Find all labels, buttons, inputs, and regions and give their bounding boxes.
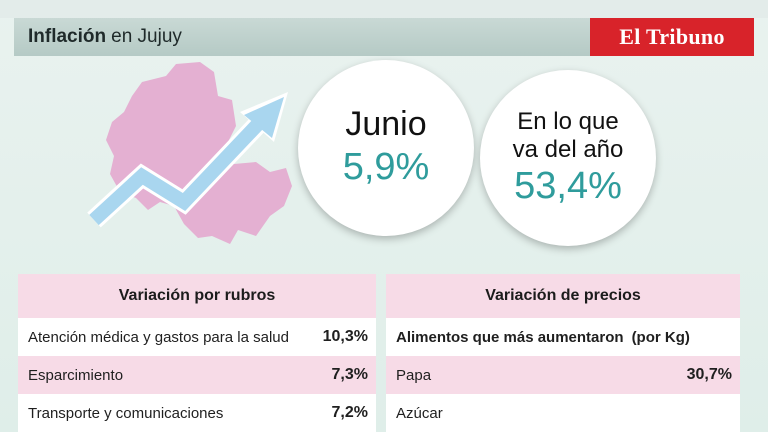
rubro-value: 7,3% — [331, 366, 368, 383]
precios-subheading-label: Alimentos que más aumentaron — [396, 328, 624, 346]
rubros-row: Atención médica y gastos para la salud 1… — [18, 318, 376, 356]
rubro-label: Transporte y comunicaciones — [28, 404, 224, 422]
rubros-row: Esparcimiento 7,3% — [18, 356, 376, 394]
rubro-label: Atención médica y gastos para la salud — [28, 328, 289, 346]
precios-title: Variación de precios — [386, 274, 740, 318]
ytd-label-line2: va del año — [512, 135, 624, 163]
rubro-value: 10,3% — [322, 328, 368, 345]
trend-up-arrow-icon — [87, 92, 288, 228]
rubro-label: Esparcimiento — [28, 366, 124, 384]
brand-logo: El Tribuno — [590, 18, 754, 56]
june-label: Junio — [345, 104, 427, 143]
jujuy-map-graphic — [87, 62, 292, 244]
precios-row: Papa 30,7% — [386, 356, 740, 394]
top-strip — [0, 0, 768, 18]
precio-label: Azúcar — [396, 404, 443, 422]
rubros-title: Variación por rubros — [18, 274, 376, 318]
june-inflation-circle: Junio 5,9% — [298, 60, 474, 236]
rubros-panel: Variación por rubros Atención médica y g… — [18, 274, 376, 432]
precios-subheading-unit: (por Kg) — [631, 328, 690, 346]
header-bar: Inflación en Jujuy — [14, 18, 590, 56]
precio-value: 30,7% — [686, 366, 732, 383]
precios-subheading: Alimentos que más aumentaron (por Kg) — [386, 318, 740, 356]
jujuy-province-map — [106, 62, 292, 244]
june-value: 5,9% — [342, 146, 430, 189]
rubro-value: 7,2% — [331, 404, 368, 421]
ytd-value: 53,4% — [514, 165, 622, 208]
title-bold: Inflación — [28, 26, 107, 47]
year-to-date-circle: En lo que va del año 53,4% — [480, 70, 656, 246]
rubros-row: Transporte y comunicaciones 7,2% — [18, 394, 376, 432]
precios-row: Azúcar — [386, 394, 740, 432]
precios-panel: Variación de precios Alimentos que más a… — [386, 274, 740, 432]
title-rest: en Jujuy — [111, 26, 182, 47]
precio-label: Papa — [396, 366, 432, 384]
ytd-label-line1: En lo que — [517, 107, 619, 135]
